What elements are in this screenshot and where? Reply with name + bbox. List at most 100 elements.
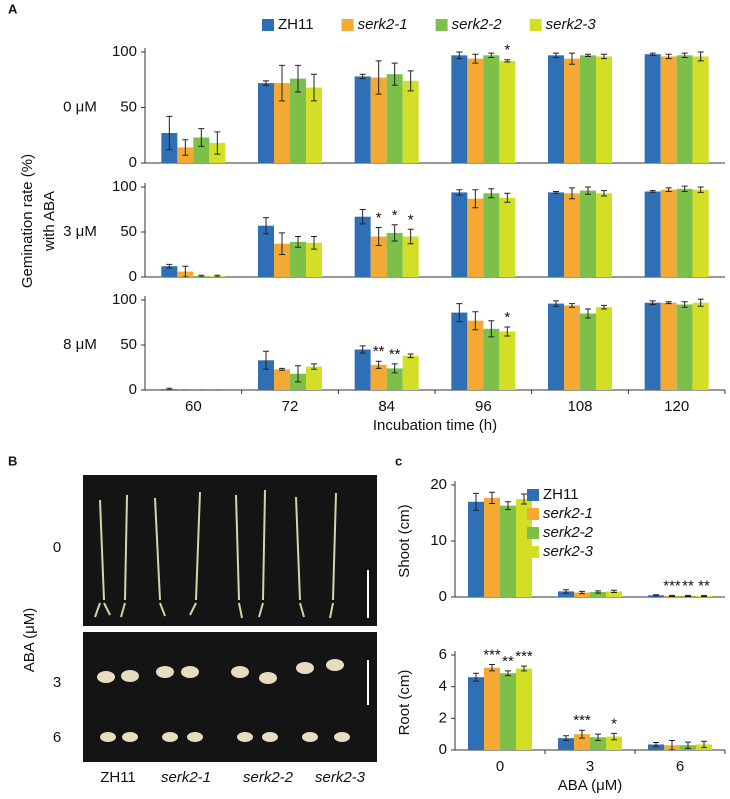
x-tick-label: 3 (586, 758, 594, 775)
legend-label: serk2-2 (452, 16, 503, 33)
bar (499, 197, 516, 277)
photo-column-label: serk2-2 (243, 769, 294, 786)
bar (274, 83, 290, 163)
photo-column-label: serk2-3 (315, 769, 366, 786)
error-bar (295, 64, 301, 93)
error-bar (601, 53, 607, 60)
x-tick-label: 0 (496, 758, 504, 775)
y-tick-label: 2 (439, 709, 447, 726)
y-axis-label: with ABA (41, 191, 58, 252)
error-bar (649, 300, 656, 305)
panel-label: c (395, 453, 402, 468)
bar (692, 189, 709, 277)
photo-panel (83, 475, 377, 626)
photo-panel (83, 632, 377, 762)
error-bar (375, 227, 382, 246)
bar (467, 320, 484, 390)
bar (660, 302, 677, 390)
significance-label: * (408, 211, 414, 228)
error-bar (488, 320, 495, 338)
significance-label: ** (373, 343, 385, 360)
error-bar (214, 131, 221, 155)
bar (467, 58, 484, 163)
bar (354, 349, 371, 390)
subplot-label: 0 μM (63, 98, 97, 115)
significance-label: ** (682, 577, 694, 594)
error-bar (473, 492, 479, 511)
error-bar (521, 665, 527, 672)
bar (193, 137, 210, 163)
y-axis-label: Root (cm) (396, 670, 413, 736)
error-bar (472, 189, 479, 209)
error-bar (504, 192, 511, 203)
legend-swatch (435, 19, 448, 31)
significance-label: * (611, 715, 617, 732)
bar (402, 236, 419, 277)
subplot-label: 8 μM (63, 336, 97, 353)
bar (596, 307, 612, 390)
error-bar (375, 60, 382, 95)
error-bar (456, 189, 463, 196)
bar (676, 188, 693, 277)
x-tick-label: 84 (378, 398, 395, 415)
bar (660, 56, 677, 163)
error-bar (595, 590, 601, 594)
error-bar (665, 53, 672, 60)
y-tick-label: 0 (439, 741, 447, 758)
bar (354, 76, 371, 163)
bar (258, 83, 274, 163)
error-bar (579, 729, 585, 739)
bar (258, 225, 274, 277)
significance-label: *** (663, 577, 681, 594)
bar (500, 505, 516, 597)
bar (596, 193, 612, 277)
bar (467, 198, 484, 277)
bar (644, 191, 661, 277)
x-axis-label: Incubation time (h) (373, 417, 497, 434)
error-bar (488, 188, 495, 199)
y-tick-label: 4 (439, 678, 447, 695)
bar (558, 738, 574, 750)
error-bar (569, 187, 575, 200)
error-bar (198, 128, 205, 147)
bar (370, 236, 387, 277)
error-bar (553, 300, 559, 307)
error-bar (504, 59, 511, 63)
bar (548, 303, 564, 390)
photo: 0 3 6 ABA (μM) ZH11 serk2-1 serk2-2 serk… (21, 475, 377, 786)
photo-row-label: 6 (53, 729, 61, 746)
bar (590, 737, 606, 750)
error-bar (553, 191, 559, 194)
bar (606, 736, 622, 750)
error-bar (665, 187, 672, 192)
error-bar (505, 501, 511, 511)
significance-label: * (504, 309, 510, 326)
error-bar (166, 387, 173, 391)
bar (370, 364, 387, 390)
bar (644, 54, 661, 163)
y-tick-label: 100 (112, 43, 137, 60)
error-bar (263, 217, 269, 235)
error-bar (472, 53, 479, 64)
y-tick-label: 50 (120, 98, 137, 115)
legend-label: serk2-3 (543, 543, 594, 560)
x-tick-label: 72 (282, 398, 299, 415)
error-bar (407, 228, 414, 245)
error-bar (311, 363, 317, 370)
legend-swatch (527, 527, 539, 539)
error-bar (611, 732, 617, 741)
x-tick-label: 108 (567, 398, 592, 415)
error-bar (649, 190, 656, 193)
error-bar (697, 298, 704, 307)
bar (580, 190, 596, 277)
bar (499, 60, 516, 163)
significance-label: *** (573, 712, 591, 729)
x-tick-label: 96 (475, 398, 492, 415)
error-bar (563, 735, 569, 741)
error-bar (279, 64, 285, 102)
panel-label: A (8, 1, 18, 16)
bar (516, 668, 532, 750)
error-bar (456, 303, 463, 323)
bar (574, 592, 590, 597)
legend-swatch (527, 489, 539, 501)
